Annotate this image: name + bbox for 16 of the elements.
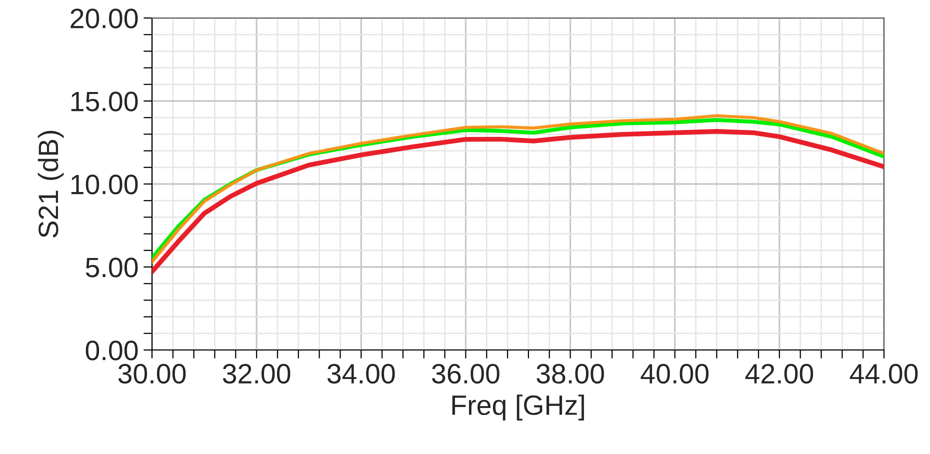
x-tick-label: 44.00 [850, 364, 918, 384]
x-tick-label: 36.00 [432, 364, 500, 384]
x-tick-label: 40.00 [640, 364, 709, 384]
x-tick-label: 42.00 [745, 364, 814, 384]
y-tick-label: 15.00 [71, 92, 138, 112]
y-tick-label: 20.00 [70, 8, 138, 28]
x-tick-label: 34.00 [327, 364, 395, 384]
x-tick-label: 38.00 [536, 364, 604, 384]
x-axis-title: Freq [GHz] [452, 394, 584, 421]
y-tick-label: 10.00 [71, 174, 138, 194]
x-tick-label: 30.00 [118, 364, 186, 384]
y-axis-title: S21 (dB) [38, 130, 64, 238]
y-tick-label: 0.00 [86, 340, 138, 360]
line-series [152, 129, 884, 274]
x-tick-label: 32.00 [222, 364, 290, 384]
y-tick-label: 5.00 [86, 258, 138, 278]
